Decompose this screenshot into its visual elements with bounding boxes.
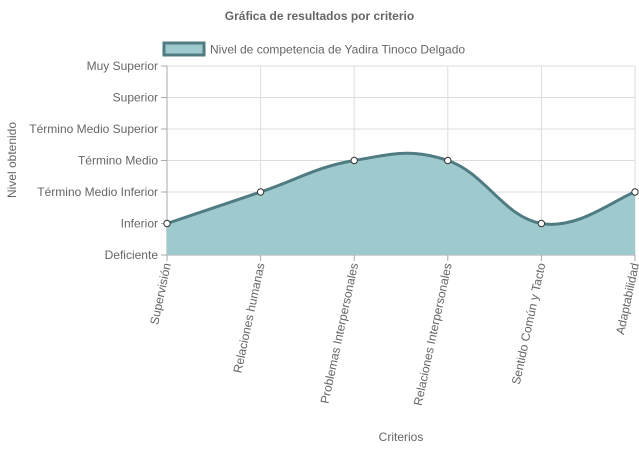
y-tick-label: Término Medio Inferior <box>37 185 158 199</box>
series-fill <box>167 153 635 255</box>
legend[interactable]: Nivel de competencia de Yadira Tinoco De… <box>162 41 465 57</box>
x-tick-label: Problemas Interpersonales <box>318 262 362 405</box>
y-tick-label: Término Medio Superior <box>29 122 158 136</box>
x-tick-label: Relaciones Interpersonales <box>411 262 455 407</box>
data-point[interactable] <box>256 188 265 196</box>
x-tick-label: Supervisión <box>147 262 174 326</box>
data-point[interactable] <box>444 156 452 165</box>
x-tick-labels: Supervisión Relaciones humanas Problemas I… <box>147 261 639 406</box>
data-point[interactable] <box>631 188 639 196</box>
y-tick-label: Muy Superior <box>87 59 158 73</box>
chart-title: Gráfica de resultados por criterio <box>225 9 414 23</box>
x-tick-label: Relaciones humanas <box>231 262 268 375</box>
y-axis-title: Nivel obtenido <box>5 122 19 198</box>
x-tick-label: Adaptabilidad <box>613 262 639 336</box>
x-tick-label: Sentido Común y Tacto <box>509 261 549 385</box>
y-tick-label: Deficiente <box>105 248 159 262</box>
y-tick-label: Término Medio <box>78 154 158 168</box>
data-point[interactable] <box>163 219 171 228</box>
x-axis-title: Criterios <box>379 430 424 444</box>
series-area <box>163 151 639 255</box>
data-point[interactable] <box>350 156 358 165</box>
data-point[interactable] <box>537 219 546 228</box>
legend-label: Nivel de competencia de Yadira Tinoco De… <box>210 43 465 57</box>
y-tick-labels: Deficiente Inferior Término Medio Inferior… <box>29 59 158 262</box>
series-line <box>166 151 636 226</box>
legend-swatch <box>162 41 206 57</box>
y-tick-label: Inferior <box>121 217 158 231</box>
y-tick-label: Superior <box>113 91 158 105</box>
